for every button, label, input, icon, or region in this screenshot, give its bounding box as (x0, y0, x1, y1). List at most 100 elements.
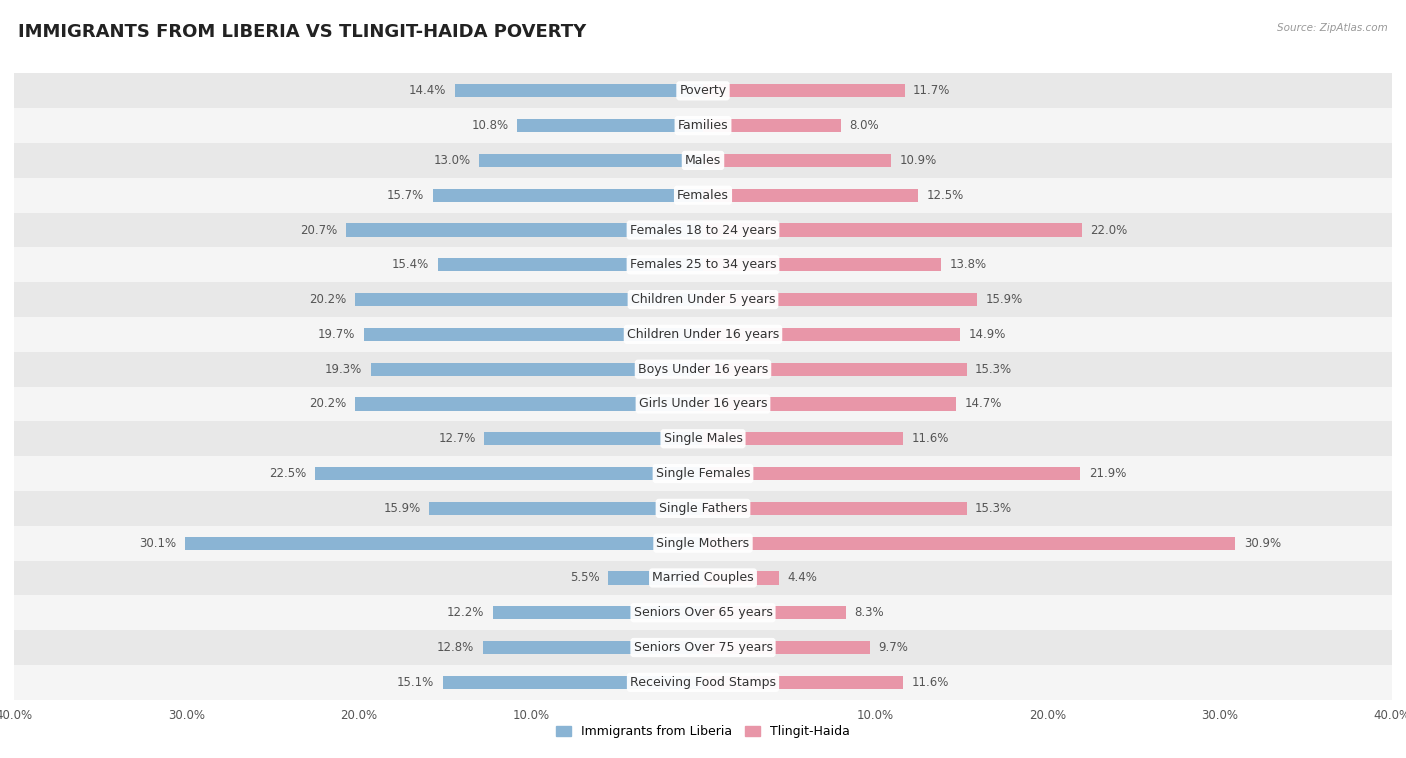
Text: 20.7%: 20.7% (301, 224, 337, 236)
Text: Single Males: Single Males (664, 432, 742, 445)
Text: Children Under 5 years: Children Under 5 years (631, 293, 775, 306)
Bar (703, 84, 904, 98)
Text: 15.3%: 15.3% (976, 362, 1012, 376)
Bar (14, 212, 1392, 247)
Text: IMMIGRANTS FROM LIBERIA VS TLINGIT-HAIDA POVERTY: IMMIGRANTS FROM LIBERIA VS TLINGIT-HAIDA… (18, 23, 586, 41)
Bar (703, 258, 941, 271)
Bar (14, 282, 1392, 317)
Bar (356, 293, 703, 306)
Text: 13.8%: 13.8% (949, 258, 987, 271)
Bar (703, 606, 846, 619)
Text: 22.0%: 22.0% (1091, 224, 1128, 236)
Bar (14, 387, 1392, 421)
Bar (14, 526, 1392, 561)
Text: Females: Females (678, 189, 728, 202)
Bar (14, 491, 1392, 526)
Bar (703, 327, 960, 341)
Text: Children Under 16 years: Children Under 16 years (627, 328, 779, 341)
Legend: Immigrants from Liberia, Tlingit-Haida: Immigrants from Liberia, Tlingit-Haida (551, 720, 855, 744)
Text: 15.1%: 15.1% (396, 676, 434, 689)
Text: 4.4%: 4.4% (787, 572, 817, 584)
Bar (609, 572, 703, 584)
Bar (184, 537, 703, 550)
Text: Source: ZipAtlas.com: Source: ZipAtlas.com (1277, 23, 1388, 33)
Text: 9.7%: 9.7% (879, 641, 908, 654)
Text: 15.3%: 15.3% (976, 502, 1012, 515)
Text: Single Females: Single Females (655, 467, 751, 480)
Text: Females 25 to 34 years: Females 25 to 34 years (630, 258, 776, 271)
Bar (703, 189, 918, 202)
Bar (14, 421, 1392, 456)
Bar (14, 178, 1392, 212)
Text: 14.7%: 14.7% (965, 397, 1002, 411)
Text: 8.0%: 8.0% (849, 119, 879, 132)
Bar (14, 456, 1392, 491)
Text: 13.0%: 13.0% (433, 154, 471, 167)
Bar (14, 247, 1392, 282)
Bar (703, 572, 779, 584)
Text: 15.4%: 15.4% (392, 258, 429, 271)
Bar (443, 675, 703, 689)
Bar (703, 537, 1236, 550)
Text: 15.9%: 15.9% (384, 502, 420, 515)
Bar (703, 397, 956, 411)
Bar (14, 665, 1392, 700)
Bar (703, 502, 966, 515)
Bar (517, 119, 703, 132)
Text: 11.6%: 11.6% (911, 432, 949, 445)
Text: 19.7%: 19.7% (318, 328, 356, 341)
Bar (437, 258, 703, 271)
Text: Females 18 to 24 years: Females 18 to 24 years (630, 224, 776, 236)
Bar (429, 502, 703, 515)
Bar (703, 362, 966, 376)
Text: 30.1%: 30.1% (139, 537, 176, 550)
Text: 21.9%: 21.9% (1088, 467, 1126, 480)
Bar (14, 143, 1392, 178)
Text: Males: Males (685, 154, 721, 167)
Text: 14.4%: 14.4% (409, 84, 446, 97)
Bar (14, 561, 1392, 595)
Text: 11.6%: 11.6% (911, 676, 949, 689)
Bar (703, 432, 903, 446)
Text: 10.9%: 10.9% (900, 154, 936, 167)
Text: 8.3%: 8.3% (855, 606, 884, 619)
Bar (703, 293, 977, 306)
Text: Receiving Food Stamps: Receiving Food Stamps (630, 676, 776, 689)
Bar (433, 189, 703, 202)
Text: 14.9%: 14.9% (969, 328, 1005, 341)
Text: Married Couples: Married Couples (652, 572, 754, 584)
Text: 12.5%: 12.5% (927, 189, 965, 202)
Bar (479, 154, 703, 167)
Bar (356, 397, 703, 411)
Bar (703, 675, 903, 689)
Text: 20.2%: 20.2% (309, 397, 346, 411)
Bar (456, 84, 703, 98)
Text: 22.5%: 22.5% (270, 467, 307, 480)
Bar (14, 317, 1392, 352)
Bar (14, 352, 1392, 387)
Text: Seniors Over 65 years: Seniors Over 65 years (634, 606, 772, 619)
Bar (14, 630, 1392, 665)
Bar (703, 154, 891, 167)
Bar (494, 606, 703, 619)
Text: 15.9%: 15.9% (986, 293, 1022, 306)
Text: 10.8%: 10.8% (471, 119, 509, 132)
Text: Single Mothers: Single Mothers (657, 537, 749, 550)
Bar (14, 108, 1392, 143)
Bar (484, 432, 703, 446)
Bar (703, 119, 841, 132)
Text: Boys Under 16 years: Boys Under 16 years (638, 362, 768, 376)
Bar (14, 595, 1392, 630)
Text: 5.5%: 5.5% (569, 572, 599, 584)
Text: 15.7%: 15.7% (387, 189, 425, 202)
Text: 11.7%: 11.7% (912, 84, 950, 97)
Text: 12.8%: 12.8% (437, 641, 474, 654)
Text: 12.2%: 12.2% (447, 606, 484, 619)
Text: 12.7%: 12.7% (439, 432, 475, 445)
Text: 19.3%: 19.3% (325, 362, 361, 376)
Text: Families: Families (678, 119, 728, 132)
Bar (703, 224, 1083, 236)
Bar (364, 327, 703, 341)
Text: Girls Under 16 years: Girls Under 16 years (638, 397, 768, 411)
Bar (703, 467, 1080, 480)
